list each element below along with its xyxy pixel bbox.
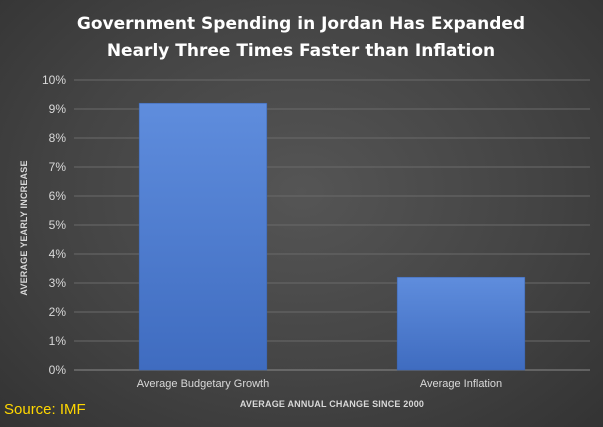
y-tick-label: 4%: [49, 247, 67, 261]
y-tick-label: 8%: [49, 131, 67, 145]
chart-title-line-1: Government Spending in Jordan Has Expand…: [77, 14, 525, 34]
y-tick-label: 10%: [42, 73, 66, 87]
bar-0: [138, 102, 268, 371]
x-axis-title: AVERAGE ANNUAL CHANGE SINCE 2000: [240, 399, 424, 409]
y-axis-ticks: 0% 1% 2% 3% 4% 5% 6% 7% 8% 9% 10%: [42, 73, 66, 377]
y-tick-label: 1%: [49, 334, 67, 348]
source-note: Source: IMF: [4, 401, 86, 418]
y-tick-label: 5%: [49, 218, 67, 232]
y-tick-label: 2%: [49, 305, 67, 319]
x-axis-categories: Average Budgetary Growth Average Inflatio…: [137, 378, 502, 390]
bar-1: [396, 276, 526, 371]
y-tick-label: 6%: [49, 189, 67, 203]
bars: [138, 102, 526, 371]
x-category-label: Average Budgetary Growth: [137, 378, 269, 390]
chart-title-line-2: Nearly Three Times Faster than Inflation: [107, 41, 495, 61]
x-category-label: Average Inflation: [420, 378, 502, 390]
y-tick-label: 9%: [49, 102, 67, 116]
y-tick-label: 0%: [49, 363, 67, 377]
y-tick-label: 3%: [49, 276, 67, 290]
y-tick-label: 7%: [49, 160, 67, 174]
y-axis-title: AVERAGE YEARLY INCREASE: [19, 160, 29, 295]
